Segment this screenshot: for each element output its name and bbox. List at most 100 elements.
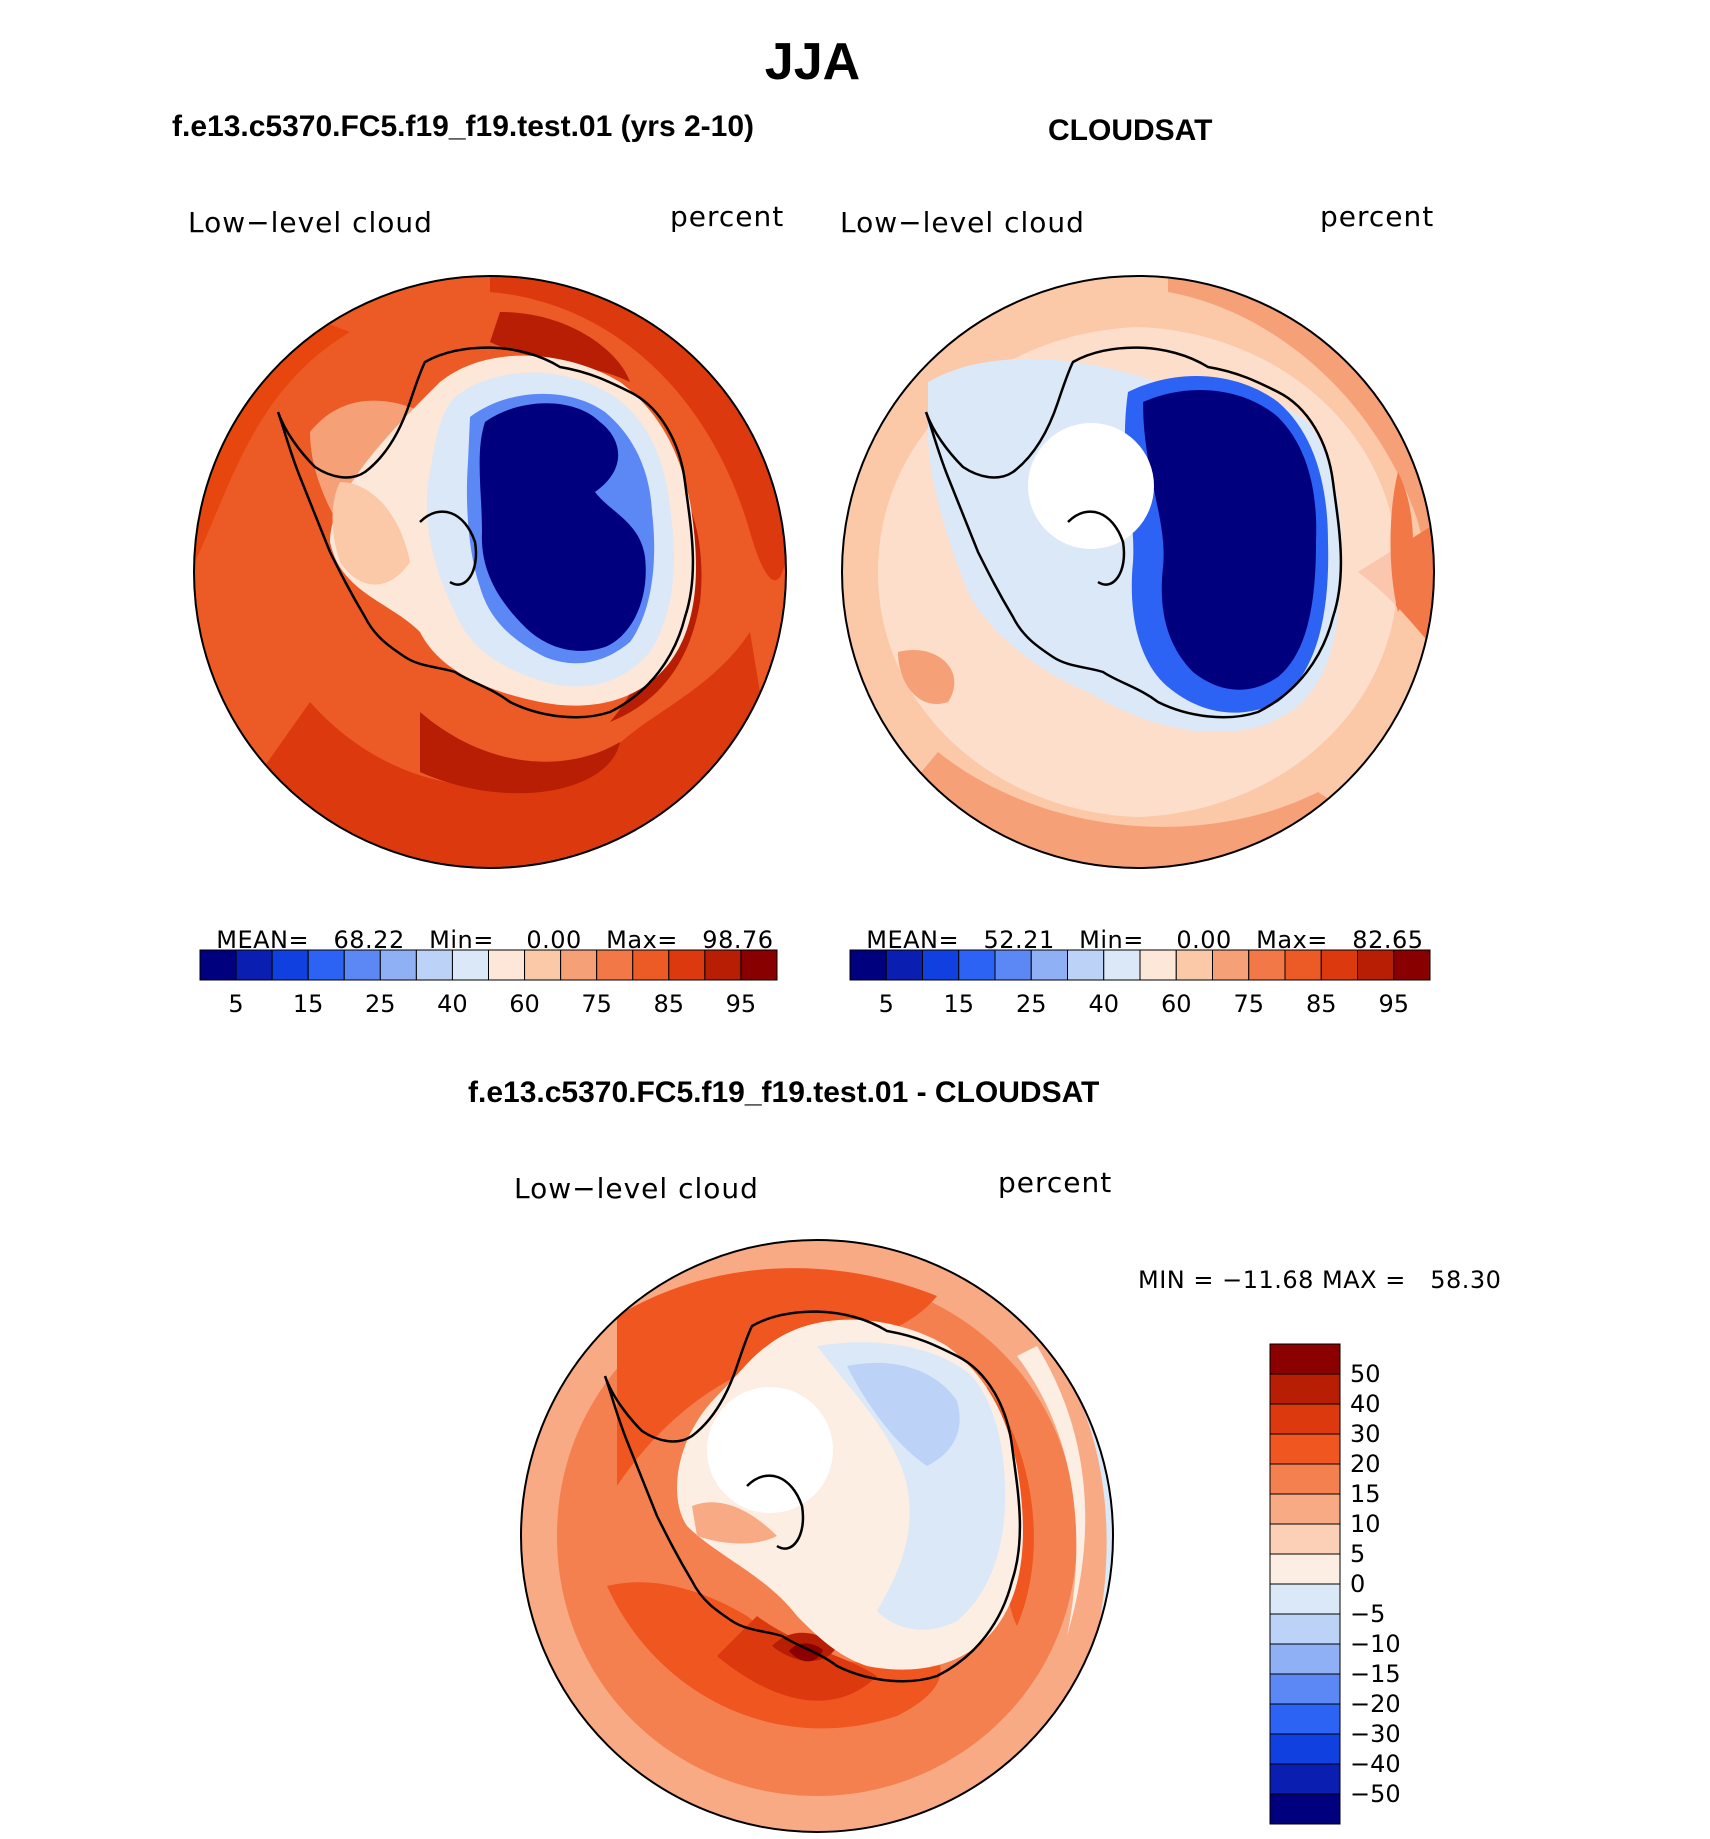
- diff-colorbar-tick: 5: [1350, 1540, 1366, 1568]
- diff-polar-map: [520, 1239, 1114, 1833]
- diff-colorbar-tick: −30: [1350, 1720, 1401, 1748]
- diff-colorbar-box: [1269, 1403, 1341, 1435]
- model-coastline-ross: [419, 510, 478, 586]
- diff-colorbar-tick: −15: [1350, 1660, 1401, 1688]
- model-colorbar-ticks: 5 15 25 40 60 75 85 95: [200, 990, 777, 1020]
- model-colorbar-tick: 40: [437, 990, 468, 1018]
- model-colorbar-tick: 5: [228, 990, 244, 1018]
- obs-stats: MEAN= 52.21 Min= 0.00 Max= 82.65: [850, 898, 1424, 954]
- diff-colorbar-tick: 40: [1350, 1390, 1381, 1418]
- obs-field-patch-sw: [898, 650, 955, 704]
- diff-colorbar-tick: 30: [1350, 1420, 1381, 1448]
- model-field-band-darkest-s: [420, 712, 620, 794]
- model-colorbar-tick: 75: [581, 990, 612, 1018]
- diff-colorbar-tick: −10: [1350, 1630, 1401, 1658]
- diff-colorbar-box: [1269, 1793, 1341, 1825]
- model-colorbar-tick: 15: [292, 990, 324, 1018]
- model-mean-label: MEAN=: [216, 926, 310, 954]
- model-map-border: [193, 275, 787, 869]
- diff-colorbar-tick: 50: [1350, 1360, 1381, 1388]
- model-colorbar-box: [740, 949, 778, 981]
- figure-title: JJA: [764, 33, 861, 91]
- diff-colorbar-box: [1269, 1763, 1341, 1795]
- model-colorbar-tick: 60: [509, 990, 540, 1018]
- obs-colorbar-tick: 5: [878, 990, 894, 1018]
- obs-colorbar-box: [1139, 949, 1177, 981]
- model-units-label: percent: [670, 200, 785, 233]
- diff-colorbar-box: [1269, 1583, 1341, 1615]
- model-colorbar-box: [271, 949, 309, 981]
- diff-colorbar-box: [1269, 1493, 1341, 1525]
- obs-colorbar-box: [958, 949, 996, 981]
- model-min-label: Min=: [429, 926, 494, 954]
- diff-colorbar-box: [1269, 1673, 1341, 1705]
- obs-coastline: [924, 346, 1343, 719]
- obs-colorbar-tick: 40: [1088, 990, 1120, 1018]
- obs-colorbar-box: [885, 949, 923, 981]
- model-colorbar-box: [668, 949, 706, 981]
- model-colorbar-box: [451, 949, 489, 981]
- obs-polar-map: [841, 275, 1435, 869]
- obs-colorbar-box: [1067, 949, 1105, 981]
- model-colorbar-box: [524, 949, 562, 981]
- obs-colorbar-box: [1393, 949, 1431, 981]
- obs-colorbar-box: [922, 949, 960, 981]
- diff-colorbar-box: [1269, 1463, 1341, 1495]
- diff-colorbar-tick: 10: [1350, 1510, 1381, 1538]
- obs-panel-title: CLOUDSAT: [1048, 114, 1213, 147]
- obs-colorbar-tick: 15: [943, 990, 975, 1018]
- obs-colorbar-box: [1284, 949, 1322, 981]
- model-colorbar-tick: 25: [365, 990, 396, 1018]
- model-colorbar-box: [343, 949, 381, 981]
- model-colorbar-box: [379, 949, 417, 981]
- diff-colorbar-tick: 15: [1350, 1480, 1381, 1508]
- diff-colorbar-box: [1269, 1643, 1341, 1675]
- diff-colorbar-box: [1269, 1703, 1341, 1735]
- model-colorbar: [199, 949, 778, 981]
- model-variable-label: Low−level cloud: [188, 206, 433, 239]
- obs-field-patch-e: [1390, 472, 1413, 612]
- diff-colorbar-box: [1269, 1733, 1341, 1765]
- model-panel-title: f.e13.c5370.FC5.f19_f19.test.01 (yrs 2-1…: [172, 110, 755, 143]
- obs-mean-value: 52.21: [983, 926, 1055, 954]
- diff-colorbar-tick: 20: [1350, 1450, 1381, 1478]
- diff-colorbar-ticks: 50 40 30 20 15 10 5 0 −5 −10 −15 −20 −30 −40 −50: [1350, 1344, 1450, 1824]
- diff-colorbar-box: [1269, 1553, 1341, 1585]
- obs-mean-label: MEAN=: [866, 926, 960, 954]
- obs-max-value: 82.65: [1352, 926, 1424, 954]
- diff-variable-label: Low−level cloud: [514, 1172, 759, 1205]
- obs-colorbar-box: [1030, 949, 1068, 981]
- obs-colorbar-box: [849, 949, 887, 981]
- model-field-ice-core: [479, 403, 646, 651]
- model-mean-value: 68.22: [333, 926, 405, 954]
- diff-field-patch-darkest-2: [789, 1643, 823, 1662]
- diff-colorbar-box: [1269, 1523, 1341, 1555]
- obs-colorbar-tick: 25: [1015, 990, 1047, 1018]
- obs-colorbar-box: [1175, 949, 1213, 981]
- model-stats: MEAN= 68.22 Min= 0.00 Max= 98.76: [200, 898, 774, 954]
- model-colorbar-box: [415, 949, 453, 981]
- model-colorbar-box: [704, 949, 742, 981]
- diff-colorbar-box: [1269, 1343, 1341, 1375]
- obs-coastline-ross: [1067, 510, 1126, 586]
- diff-coastline-ross: [746, 1474, 805, 1550]
- diff-map-border: [520, 1239, 1114, 1833]
- model-polar-map: [193, 275, 787, 869]
- model-min-value: 0.00: [526, 926, 582, 954]
- diff-panel-title: f.e13.c5370.FC5.f19_f19.test.01 - CLOUDS…: [468, 1076, 1100, 1109]
- obs-field-ice-core: [1143, 390, 1317, 690]
- model-field-band-darkest-ne: [490, 312, 630, 382]
- model-field-peninsula-light: [332, 482, 410, 585]
- obs-colorbar-box: [1357, 949, 1395, 981]
- diff-field-ice-blue-2: [847, 1362, 960, 1466]
- obs-colorbar-tick: 85: [1305, 990, 1337, 1018]
- model-coastline: [276, 346, 695, 719]
- diff-colorbar-tick: 0: [1350, 1570, 1366, 1598]
- obs-variable-label: Low−level cloud: [840, 206, 1085, 239]
- model-colorbar-box: [596, 949, 634, 981]
- model-colorbar-tick: 95: [725, 990, 757, 1018]
- diff-coastline: [603, 1310, 1022, 1683]
- diff-colorbar-box: [1269, 1373, 1341, 1405]
- obs-colorbar: [849, 949, 1431, 981]
- diff-field-pole-band: [692, 1502, 777, 1544]
